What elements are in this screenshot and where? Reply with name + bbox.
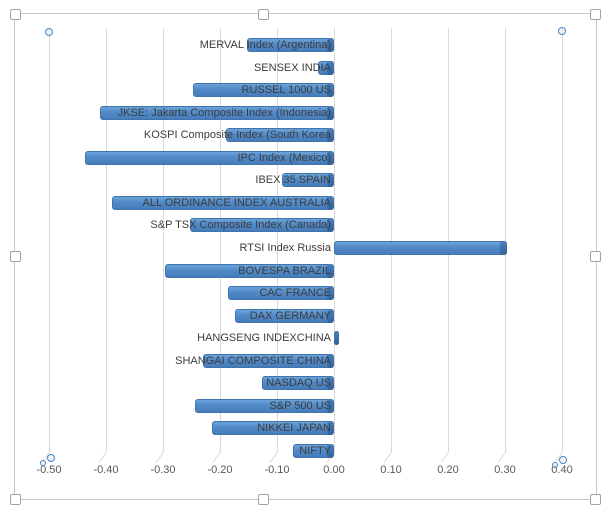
bar[interactable] xyxy=(318,60,334,75)
bar-end-cap xyxy=(326,83,334,98)
bar-end-cap xyxy=(326,308,334,323)
bar[interactable] xyxy=(100,105,334,120)
category-label: NIFTY xyxy=(299,444,331,457)
category-label: HANGSENG INDEXCHINA xyxy=(197,332,331,345)
category-label: DAX GERMANY xyxy=(249,309,331,322)
bar-end-cap xyxy=(327,443,334,458)
category-label: IBEX 35 SPAIN xyxy=(255,174,331,187)
resize-handle-middle-right[interactable] xyxy=(590,251,601,262)
bar[interactable] xyxy=(334,241,507,255)
bar-end-cap xyxy=(326,105,334,120)
gridline-end-circle xyxy=(558,27,566,35)
category-label: KOSPI Composite Index (South Korea xyxy=(143,129,331,142)
bar-end-cap xyxy=(326,263,334,278)
gridline-end-circle xyxy=(45,28,53,36)
resize-handle-bottom-middle[interactable] xyxy=(258,494,269,505)
bar[interactable] xyxy=(212,421,334,436)
bar[interactable] xyxy=(194,398,334,413)
bar[interactable] xyxy=(165,263,334,278)
x-axis-tick-label: -0.30 xyxy=(150,464,176,476)
bar-end-cap xyxy=(326,218,334,233)
bar[interactable] xyxy=(247,38,334,52)
bar-end-cap xyxy=(326,353,334,368)
bar-end-cap xyxy=(327,60,334,75)
bar-end-cap xyxy=(327,286,334,301)
bar-end-cap xyxy=(326,173,334,188)
bar[interactable] xyxy=(202,353,334,368)
x-axis-tick-label: 0.30 xyxy=(494,464,516,476)
category-label: NASDAQ US xyxy=(266,377,331,390)
category-label: BOVESPA BRAZIL xyxy=(238,264,331,277)
axis-tick-mark xyxy=(155,451,164,463)
bar[interactable] xyxy=(282,173,334,188)
bar[interactable] xyxy=(190,218,334,233)
x-axis-tick-label: 0.00 xyxy=(323,464,345,476)
bar-end-cap xyxy=(499,241,507,255)
gridline-end-circle xyxy=(40,460,46,466)
resize-handle-top-right[interactable] xyxy=(590,9,601,20)
bar[interactable] xyxy=(334,331,339,346)
category-label: JKSE: Jakarta Composite Index (Indonesia… xyxy=(117,106,331,119)
gridline xyxy=(562,28,563,452)
category-label: IPC Index (Mexico) xyxy=(237,151,331,164)
resize-handle-bottom-left[interactable] xyxy=(10,494,21,505)
bar[interactable] xyxy=(193,83,334,98)
category-label: S&P 500 US xyxy=(269,399,331,412)
bar[interactable] xyxy=(84,150,334,165)
x-axis-tick-label: -0.10 xyxy=(264,464,290,476)
x-axis-tick-label: 0.40 xyxy=(551,464,573,476)
bar-end-cap xyxy=(326,150,334,165)
category-label: ALL ORDINANCE INDEX AUSTRALIA xyxy=(142,196,331,209)
gridline-end-circle xyxy=(47,454,55,462)
axis-tick-mark xyxy=(497,451,506,463)
bar-end-cap xyxy=(326,38,334,52)
gridline xyxy=(220,28,221,452)
bar[interactable] xyxy=(111,195,334,210)
category-label: RTSI Index Russia xyxy=(239,242,331,254)
gridline xyxy=(391,28,392,452)
bar[interactable] xyxy=(293,443,334,458)
gridline xyxy=(505,28,506,452)
bar-end-cap xyxy=(327,421,334,436)
x-axis-tick-label: 0.10 xyxy=(380,464,402,476)
category-label: NIKKEI JAPAN xyxy=(257,422,331,435)
bar-end-cap xyxy=(326,195,334,210)
category-label: SHANGAI COMPOSITE CHINA xyxy=(175,354,331,367)
gridline xyxy=(49,28,50,452)
category-label: SENSEX INDIA xyxy=(253,61,331,74)
bar[interactable] xyxy=(234,308,334,323)
bar-end-cap xyxy=(326,398,334,413)
axis-tick-mark xyxy=(440,451,449,463)
gridline xyxy=(277,28,278,452)
resize-handle-top-left[interactable] xyxy=(10,9,21,20)
axis-tick-mark xyxy=(269,451,278,463)
gridline xyxy=(334,28,335,452)
gridline xyxy=(448,28,449,452)
category-label: RUSSEL 1000 US xyxy=(241,84,331,97)
category-label: S&P TSX Composite Index (Canada) xyxy=(150,219,331,232)
x-axis-tick-label: -0.50 xyxy=(36,464,62,476)
x-axis-tick-label: -0.40 xyxy=(93,464,119,476)
gridline-end-circle xyxy=(552,462,558,468)
gridline-end-circle xyxy=(559,456,567,464)
bar[interactable] xyxy=(225,128,334,143)
axis-tick-mark xyxy=(383,451,392,463)
axis-tick-mark xyxy=(212,451,221,463)
bar[interactable] xyxy=(228,286,334,301)
gridline xyxy=(106,28,107,452)
resize-handle-top-middle[interactable] xyxy=(258,9,269,20)
bar-end-cap xyxy=(334,331,339,346)
resize-handle-bottom-right[interactable] xyxy=(590,494,601,505)
resize-handle-middle-left[interactable] xyxy=(10,251,21,262)
bar-end-cap xyxy=(326,376,334,391)
axis-tick-mark xyxy=(98,451,107,463)
x-axis-tick-label: 0.20 xyxy=(437,464,459,476)
x-axis-tick-label: -0.20 xyxy=(207,464,233,476)
gridline xyxy=(163,28,164,452)
bar[interactable] xyxy=(262,376,334,391)
category-label: MERVAL Index (Argentina) xyxy=(199,39,331,51)
bar-end-cap xyxy=(326,128,334,143)
category-label: CAC FRANCE xyxy=(259,287,331,300)
